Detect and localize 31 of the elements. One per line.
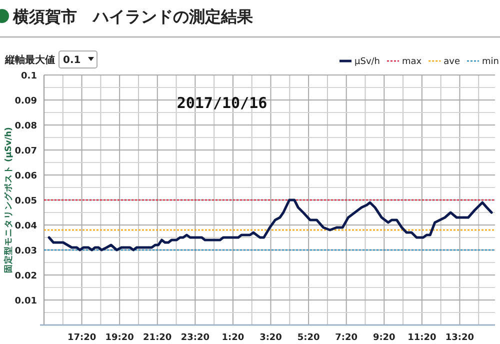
annotation: 2017/10/16	[176, 94, 268, 112]
x-tick-label: 21:20	[143, 333, 172, 343]
y-tick-label: 0.09	[14, 96, 37, 106]
x-tick-label: 17:20	[67, 333, 96, 343]
legend-label: min	[482, 57, 499, 67]
y-tick-label: 0.01	[14, 296, 37, 306]
y-tick-label: 0.07	[14, 146, 37, 156]
legend-label: ave	[444, 57, 460, 67]
y-tick-label: 0.03	[14, 246, 37, 256]
text: 縦軸最大値	[4, 54, 55, 66]
x-tick-label: 11:20	[408, 333, 436, 343]
y-tick-label: 0.02	[14, 272, 37, 282]
y-tick-label: 0.1	[21, 72, 37, 82]
y-tick-label: 0.08	[14, 122, 37, 132]
chart-title: 横須賀市 ハイランドの測定結果	[12, 7, 254, 26]
x-tick-label: 7:20	[335, 333, 358, 343]
dropdown: 0.1	[58, 50, 98, 68]
x-tick-label: 3:20	[260, 333, 282, 343]
x-tick-label: 9:20	[372, 333, 396, 343]
legend-label: μSv/h	[354, 57, 380, 67]
line-series	[48, 198, 493, 252]
x-tick-label: 23:20	[180, 333, 210, 343]
y-axis-title: 固定型モニタリングポスト (μSv/h)	[3, 126, 14, 273]
legend-label: max	[402, 57, 422, 67]
y-tick-label: 0.06	[14, 172, 37, 182]
y-tick-label: 0.05	[14, 196, 37, 206]
x-tick-label: 13:20	[445, 333, 474, 343]
x-tick-label: 19:20	[105, 333, 134, 343]
x-tick-label: 5:20	[297, 333, 320, 343]
x-tick-label: 1:20	[222, 333, 244, 343]
y-tick-label: 0.04	[14, 222, 37, 232]
